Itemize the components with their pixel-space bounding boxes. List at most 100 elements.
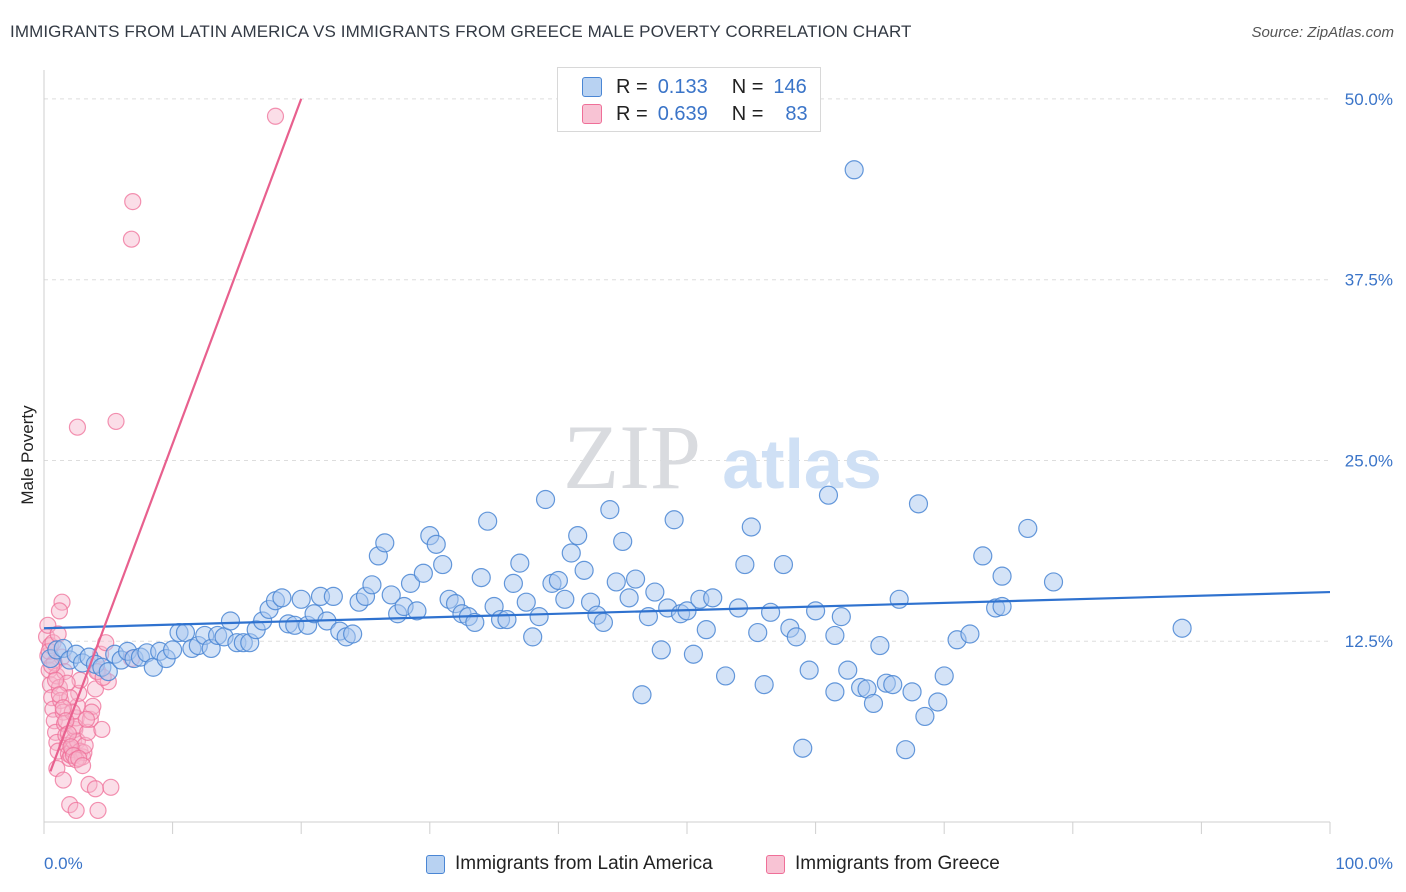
watermark: ZIP atlas [563, 406, 882, 508]
r-label: R = [616, 75, 648, 98]
latin-america-point [343, 624, 363, 644]
latin-america-point [1172, 618, 1192, 638]
latin-america-point [613, 531, 633, 552]
latin-america-point [497, 609, 517, 630]
blue-swatch-icon [582, 77, 602, 97]
greece-trend-line [49, 98, 303, 772]
latin-america-point [433, 554, 453, 575]
y-tick-label: 12.5% [1345, 632, 1393, 651]
latin-america-point [805, 601, 826, 621]
latin-america-point [825, 682, 845, 702]
latin-america-point [992, 566, 1012, 586]
latin-america-point [471, 567, 491, 588]
latin-america-point [928, 692, 948, 712]
latin-america-point [915, 706, 935, 727]
latin-america-point [593, 612, 614, 633]
latin-america-point [291, 589, 311, 609]
latin-america-point [896, 740, 916, 760]
latin-america-point [651, 640, 671, 660]
series-greece [37, 107, 285, 820]
latin-america-point [625, 569, 646, 589]
latin-america-point [516, 592, 536, 612]
latin-america-point [568, 526, 588, 546]
bottom-legend-label: Immigrants from Latin America [455, 853, 713, 874]
latin-america-point [889, 589, 909, 609]
latin-america-point [645, 582, 665, 602]
svg-text:ZIP: ZIP [563, 406, 701, 508]
latin-america-point [426, 534, 446, 554]
latin-america-point [1043, 572, 1064, 592]
greece-point [122, 230, 141, 248]
greece-point [102, 778, 120, 796]
greece-point [89, 801, 107, 820]
latin-america-point [465, 612, 485, 633]
greece-point [81, 710, 99, 728]
latin-america-point [883, 675, 903, 695]
greece-point [93, 720, 111, 739]
greece-point [266, 107, 285, 125]
latin-america-point [863, 693, 884, 714]
latin-america-point [902, 682, 922, 702]
latin-america-point [510, 553, 530, 573]
latin-america-point [715, 666, 736, 686]
greece-point [107, 412, 125, 431]
latin-america-point [632, 685, 652, 705]
latin-america-point [407, 601, 427, 621]
latin-america-point [760, 602, 781, 622]
x-tick-label: 100.0% [1335, 854, 1393, 873]
greece-point [73, 756, 92, 775]
blue-swatch-icon [426, 854, 445, 874]
pink-swatch-icon [766, 854, 785, 874]
latin-america-point [529, 607, 549, 627]
latin-america-point [748, 622, 768, 643]
latin-america-point [973, 546, 993, 566]
latin-america-point [600, 500, 620, 520]
latin-america-point [844, 160, 864, 180]
greece-point [50, 602, 69, 620]
latin-america-point [696, 620, 716, 640]
n-label: N = [731, 102, 764, 125]
latin-america-point [960, 624, 980, 644]
latin-america-point [683, 644, 704, 664]
chart-source: Source: ZipAtlas.com [1251, 24, 1394, 41]
bottom-legend-greece: Immigrants from Greece [766, 852, 1000, 876]
latin-america-point [606, 572, 626, 592]
greece-point [79, 723, 97, 741]
latin-america-point [523, 627, 543, 647]
greece-point [67, 801, 85, 820]
latin-america-point [934, 666, 954, 686]
tick-labels: 12.5% 25.0% 37.5% 50.0% 0.0% 100.0% [44, 90, 1393, 873]
latin-america-point [825, 625, 845, 646]
greece-point [86, 780, 105, 798]
latin-america-point [831, 607, 851, 627]
latin-america-point [619, 588, 639, 608]
trend-lines [43, 98, 1331, 772]
r-value: 0.133 [657, 75, 708, 98]
latin-america-point [664, 510, 684, 530]
bottom-legend-latin-america: Immigrants from Latin America [426, 852, 713, 876]
n-value: 83 [785, 102, 808, 125]
latin-america-point [908, 494, 929, 514]
latin-america-point [574, 560, 594, 580]
latin-america-point [703, 588, 723, 608]
greece-point [68, 418, 87, 436]
bottom-legend-label: Immigrants from Greece [795, 853, 1000, 874]
greece-point [77, 710, 96, 728]
latin-america-point [220, 611, 241, 631]
y-tick-label: 25.0% [1345, 451, 1393, 470]
latin-america-point [362, 575, 382, 595]
latin-america-point [375, 533, 395, 553]
latin-america-point [799, 660, 819, 680]
latin-america-point [413, 563, 433, 583]
latin-america-point [793, 738, 813, 758]
latin-america-point [773, 554, 794, 575]
y-axis-title: Male Poverty [18, 405, 37, 505]
greece-point [54, 699, 72, 717]
y-tick-label: 50.0% [1345, 90, 1393, 109]
latin-america-point [870, 635, 890, 656]
greece-point [50, 686, 69, 704]
n-label: N = [731, 75, 764, 98]
latin-america-point [381, 585, 401, 605]
legend-row-latin-america: R = 0.133 N = 146 [582, 75, 807, 99]
legend-row-greece: R = 0.639 N = 83 [582, 102, 808, 126]
